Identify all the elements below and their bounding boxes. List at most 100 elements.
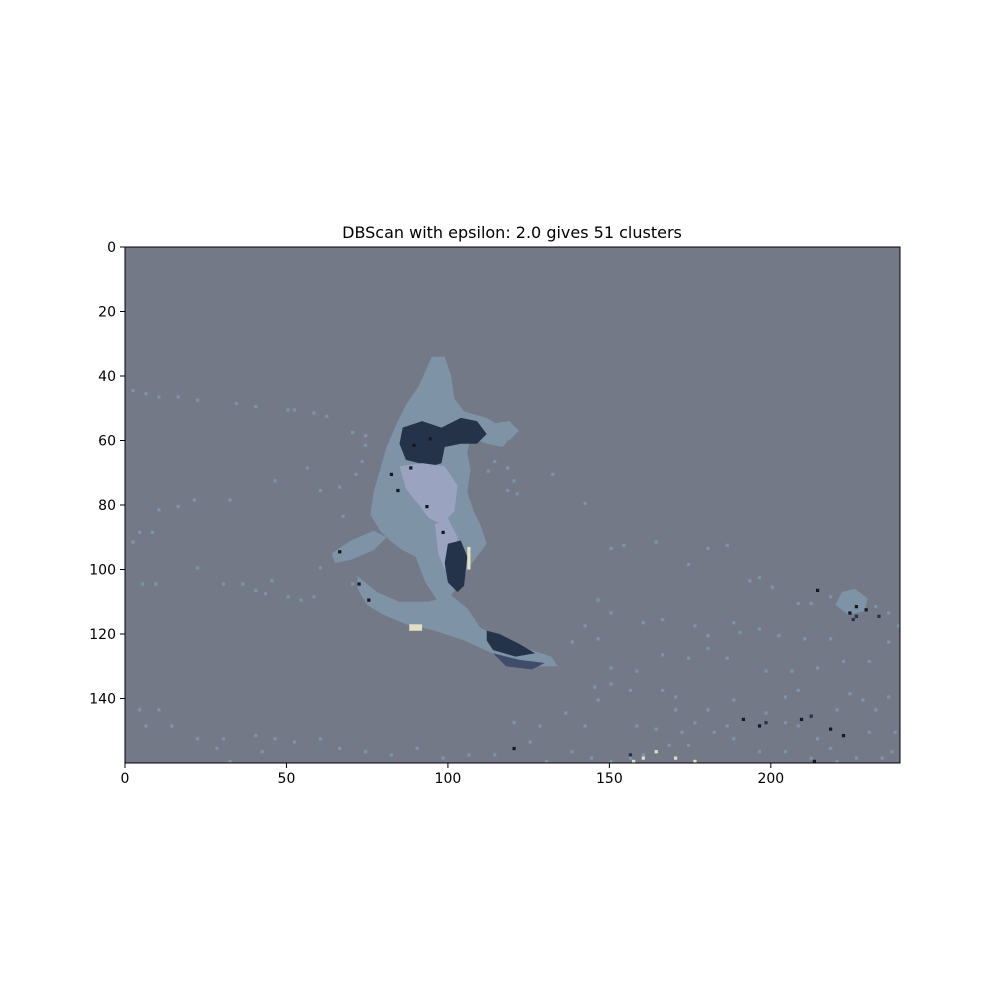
cluster-pixel-light-blue-8 — [292, 408, 297, 412]
cluster-pixel-light-blue-138 — [273, 737, 277, 741]
cluster-pixel-cream-0 — [654, 750, 658, 754]
cluster-pixel-light-blue-76 — [596, 637, 600, 641]
cluster-pixel-near-black-1 — [357, 582, 361, 586]
cluster-pixel-light-blue-25 — [137, 530, 142, 535]
cluster-region-light-blue-3 — [489, 421, 519, 441]
cluster-pixel-light-blue-82 — [661, 617, 665, 622]
cluster-pixel-light-blue-98 — [732, 698, 736, 702]
cluster-pixel-light-blue-133 — [389, 753, 394, 757]
cluster-pixel-light-blue-60 — [829, 595, 833, 599]
cluster-pixel-light-blue-27 — [141, 582, 145, 586]
cluster-pixel-light-blue-31 — [241, 582, 245, 586]
cluster-pixel-light-blue-66 — [841, 659, 846, 664]
cluster-pixel-light-blue-52 — [686, 563, 691, 567]
cluster-pixel-light-blue-115 — [757, 750, 762, 754]
cluster-pixel-near-black-9 — [841, 734, 846, 738]
cluster-pixel-light-blue-120 — [667, 743, 671, 747]
cluster-pixel-near-black-17 — [441, 530, 445, 535]
y-tick-label: 140 — [89, 692, 116, 708]
cluster-pixel-light-blue-65 — [867, 659, 871, 664]
cluster-pixel-light-blue-53 — [706, 546, 710, 551]
cluster-pixel-light-blue-61 — [874, 605, 878, 609]
cluster-pixel-light-blue-87 — [757, 627, 762, 631]
cluster-pixel-light-blue-148 — [260, 750, 264, 754]
cluster-pixel-light-blue-157 — [674, 708, 678, 712]
cluster-pixel-light-blue-119 — [680, 730, 684, 735]
x-tick-label: 200 — [757, 771, 784, 787]
cluster-pixel-light-blue-69 — [764, 669, 768, 673]
y-tick-label: 120 — [89, 627, 116, 643]
cluster-pixel-light-blue-142 — [170, 724, 174, 728]
cluster-region-slate-10 — [493, 653, 545, 670]
cluster-pixel-light-blue-44 — [515, 492, 519, 496]
cluster-pixel-light-blue-162 — [409, 517, 413, 522]
cluster-region-dark-navy-9 — [486, 630, 536, 657]
cluster-pixel-light-blue-2 — [157, 395, 161, 399]
cluster-pixel-light-blue-80 — [609, 611, 613, 615]
cluster-pixel-light-blue-7 — [286, 408, 290, 412]
cluster-pixel-light-blue-29 — [196, 566, 200, 570]
cluster-pixel-cream-1 — [641, 756, 645, 760]
cluster-pixel-light-blue-152 — [686, 743, 691, 747]
cluster-pixel-light-blue-23 — [157, 508, 161, 512]
cluster-pixel-dark-navy-1 — [851, 617, 855, 622]
cluster-pixel-light-blue-71 — [706, 646, 710, 651]
cluster-pixel-light-blue-118 — [693, 721, 697, 725]
cluster-pixel-light-blue-124 — [590, 756, 594, 760]
cluster-pixel-light-blue-21 — [192, 498, 197, 502]
cluster-pixel-light-blue-85 — [732, 621, 736, 625]
cluster-pixel-light-blue-43 — [512, 479, 516, 483]
y-tick-label: 100 — [89, 563, 116, 579]
cluster-pixel-light-blue-15 — [354, 472, 358, 477]
cluster-pixel-light-blue-36 — [312, 595, 316, 599]
cluster-pixel-light-blue-145 — [157, 708, 161, 712]
cluster-pixel-light-blue-9 — [312, 411, 316, 415]
cluster-pixel-light-blue-154 — [867, 730, 871, 735]
cluster-pixel-near-black-16 — [425, 505, 429, 509]
cluster-pixel-dark-navy-0 — [854, 614, 859, 618]
y-tick-label: 80 — [98, 498, 116, 514]
cluster-pixel-light-blue-68 — [790, 669, 794, 673]
cluster-pixel-near-black-7 — [812, 759, 817, 764]
cluster-pixel-light-blue-146 — [215, 746, 219, 751]
x-tick-label: 50 — [278, 771, 296, 787]
cluster-pixel-light-blue-51 — [654, 540, 658, 544]
cluster-pixel-light-blue-112 — [835, 759, 839, 764]
cluster-pixel-light-blue-42 — [506, 466, 510, 470]
cluster-pixel-light-blue-58 — [796, 601, 800, 606]
cluster-pixel-light-blue-57 — [770, 585, 775, 589]
cluster-pixel-light-blue-127 — [528, 740, 532, 744]
cluster-pixel-light-blue-70 — [725, 656, 729, 660]
cluster-pixel-light-blue-33 — [263, 592, 268, 596]
cluster-pixel-light-blue-143 — [144, 724, 148, 728]
cluster-pixel-light-blue-135 — [338, 746, 342, 751]
cluster-pixel-light-blue-24 — [150, 530, 155, 535]
cluster-pixel-light-blue-20 — [228, 498, 232, 502]
cluster-pixel-light-blue-62 — [887, 611, 891, 615]
cluster-pixel-light-blue-74 — [635, 669, 639, 673]
cluster-pixel-light-blue-14 — [360, 459, 364, 464]
cluster-pixel-light-blue-90 — [829, 637, 833, 641]
cluster-pixel-near-black-8 — [829, 727, 833, 731]
y-tick-label: 0 — [107, 240, 116, 256]
cluster-pixel-light-blue-96 — [674, 695, 678, 699]
cluster-pixel-light-blue-6 — [254, 405, 258, 409]
cluster-pixel-light-blue-106 — [874, 708, 878, 712]
cluster-pixel-light-blue-56 — [757, 576, 762, 580]
cluster-pixel-light-blue-121 — [641, 753, 645, 757]
cluster-pixel-light-blue-104 — [835, 708, 839, 712]
cluster-pixel-light-blue-79 — [596, 598, 600, 602]
cluster-pixel-near-black-19 — [412, 443, 416, 447]
cluster-pixel-light-blue-5 — [234, 401, 239, 406]
cluster-pixel-light-blue-19 — [273, 479, 277, 483]
cluster-pixel-near-black-5 — [757, 724, 762, 728]
cluster-pixel-light-blue-151 — [635, 724, 639, 728]
cluster-pixel-light-blue-13 — [364, 443, 368, 447]
cluster-pixel-light-blue-160 — [848, 692, 852, 696]
y-tick-label: 60 — [98, 434, 116, 450]
cluster-pixel-light-blue-30 — [221, 582, 226, 586]
y-axis: 0 20 40 60 80 100 120 140 — [89, 240, 125, 708]
cluster-pixel-light-blue-163 — [393, 524, 397, 528]
cluster-region-light-blue-4 — [835, 588, 868, 615]
